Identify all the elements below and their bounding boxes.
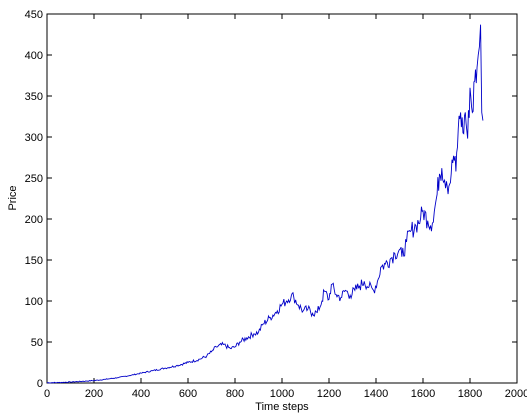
y-tick-label: 450 bbox=[25, 9, 43, 21]
plot-area bbox=[46, 13, 518, 384]
y-tick-label: 250 bbox=[25, 173, 43, 185]
x-tick-label: 200 bbox=[85, 388, 103, 400]
x-tick-label: 800 bbox=[226, 388, 244, 400]
x-tick-label: 1000 bbox=[270, 388, 294, 400]
y-axis: 0 50 100 150 200 250 300 350 400 450 bbox=[25, 9, 517, 390]
x-tick-label: 1600 bbox=[411, 388, 435, 400]
y-tick-label: 100 bbox=[25, 296, 43, 308]
y-tick-label: 400 bbox=[25, 50, 43, 62]
x-tick-label: 1800 bbox=[458, 388, 482, 400]
x-tick-label: 600 bbox=[179, 388, 197, 400]
y-tick-label: 350 bbox=[25, 91, 43, 103]
x-tick-label: 0 bbox=[44, 388, 50, 400]
y-axis-label: Price bbox=[7, 185, 19, 210]
x-tick-label: 1200 bbox=[317, 388, 341, 400]
y-tick-label: 50 bbox=[31, 337, 43, 349]
y-tick-label: 0 bbox=[37, 378, 43, 390]
y-tick-label: 200 bbox=[25, 214, 43, 226]
x-tick-label: 2000 bbox=[505, 388, 527, 400]
y-tick-label: 300 bbox=[25, 132, 43, 144]
price-series-line bbox=[46, 24, 484, 384]
x-tick-label: 400 bbox=[132, 388, 150, 400]
x-axis-label: Time steps bbox=[255, 401, 309, 413]
y-tick-label: 150 bbox=[25, 255, 43, 267]
x-axis: 0 200 400 600 800 1000 1200 1400 1600 1800 2000 bbox=[44, 14, 527, 400]
x-tick-label: 1400 bbox=[364, 388, 388, 400]
